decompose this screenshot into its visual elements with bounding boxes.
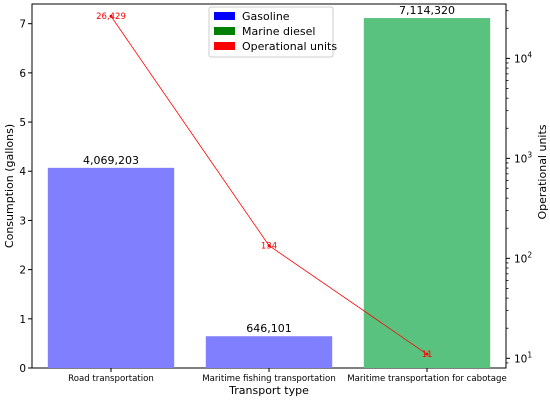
operational-units-value-label: 11 [422, 350, 433, 360]
bar-1 [47, 167, 175, 368]
legend-swatch [214, 12, 235, 20]
operational-units-point [267, 244, 271, 248]
y-tick-label: 0 [19, 363, 26, 375]
y-tick-label: 1 [19, 314, 26, 326]
x-axis: Road transportation Maritime fishing tran… [68, 368, 507, 384]
bar-3 [363, 18, 491, 368]
y-axis-label: Consumption (gallons) [3, 124, 16, 248]
legend-swatch [214, 42, 235, 50]
operational-units-value-label: 26,429 [96, 12, 126, 22]
bar-value-label: 7,114,320 [399, 4, 455, 17]
y-tick-label: 7 [19, 19, 26, 31]
legend: Gasoline Marine diesel Operational units [208, 6, 337, 58]
y-tick-label: 5 [19, 117, 26, 129]
operational-units-point [425, 352, 429, 356]
operational-units-value-label: 134 [261, 242, 277, 252]
line-layer: 26,429 134 11 [96, 12, 432, 360]
legend-label: Gasoline [242, 10, 290, 23]
bar-value-label: 646,101 [246, 322, 292, 335]
bars-layer: 4,069,203 646,101 7,114,320 [47, 4, 491, 368]
y2-tick-label: 101 [514, 350, 532, 365]
bar-2 [205, 336, 333, 368]
x-tick-label: Road transportation [68, 374, 154, 384]
y2-axis-label: Operational units [536, 124, 549, 219]
bar-value-label: 4,069,203 [83, 154, 139, 167]
legend-swatch [214, 27, 235, 35]
y-tick-label: 4 [19, 166, 26, 178]
operational-units-point [109, 14, 113, 18]
legend-label: Operational units [242, 40, 337, 53]
y2-tick-label: 102 [514, 250, 532, 265]
y-tick-label: 6 [19, 68, 26, 80]
x-tick-label: Maritime transportation for cabotage [347, 374, 507, 384]
y2-tick-label: 104 [514, 50, 532, 65]
y2-tick-label: 103 [514, 150, 532, 165]
legend-box [208, 6, 334, 58]
right-axis: 101 102 103 104 [506, 10, 532, 365]
legend-label: Marine diesel [242, 25, 315, 38]
y-tick-label: 2 [19, 265, 26, 277]
x-tick-label: Maritime fishing transportation [202, 374, 336, 384]
y-tick-label: 3 [19, 215, 26, 227]
left-axis: 0 1 2 3 4 5 6 7 [19, 19, 32, 375]
x-axis-label: Transport type [228, 384, 309, 397]
